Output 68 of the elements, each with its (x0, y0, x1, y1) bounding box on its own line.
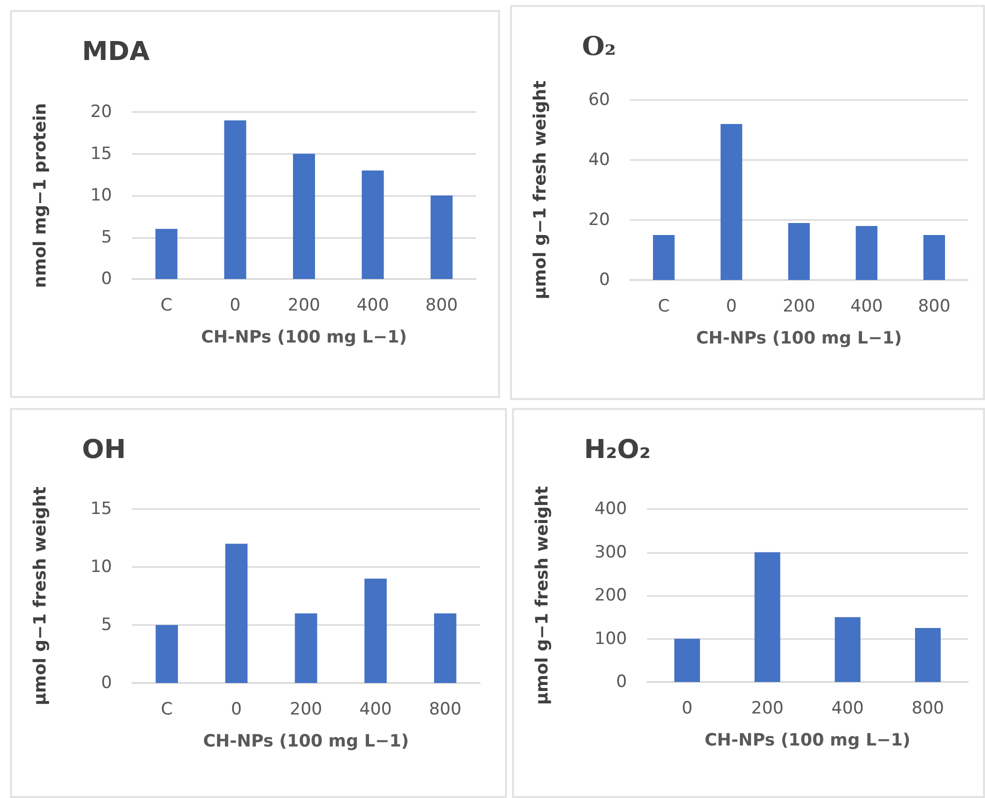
y-tick-label: 10 (90, 557, 112, 577)
x-tick-label: 0 (230, 296, 241, 316)
bar (225, 544, 248, 683)
x-axis-title: CH-NPs (100 mg L−1) (704, 730, 910, 750)
x-tick-label: 0 (682, 698, 693, 718)
chart-title: MDA (82, 37, 150, 67)
y-tick-label: 0 (599, 270, 610, 290)
bar (674, 638, 700, 682)
y-tick-label: 200 (594, 586, 627, 606)
y-tick-label: 5 (101, 615, 112, 635)
x-axis-title: CH-NPs (100 mg L−1) (203, 732, 409, 752)
x-tick-label: 400 (831, 698, 864, 718)
x-tick-label: C (160, 700, 173, 720)
x-tick-label: 400 (850, 296, 883, 316)
x-tick-label: 800 (428, 700, 462, 720)
y-tick-label: 0 (616, 672, 627, 692)
y-tick-label: 5 (101, 227, 112, 248)
x-axis-title: CH-NPs (100 mg L−1) (201, 328, 407, 348)
chart-title: O₂ (582, 32, 616, 62)
x-tick-label: 200 (290, 700, 322, 720)
x-tick-label: 400 (356, 296, 390, 316)
bar (292, 154, 316, 279)
x-tick-label: 200 (782, 296, 816, 316)
y-tick-label: 400 (594, 499, 627, 519)
y-axis-title: µmol g−1 fresh weight (532, 486, 552, 705)
x-tick-label: 800 (918, 296, 950, 316)
x-tick-label: 200 (288, 296, 320, 316)
bar (788, 223, 810, 280)
x-tick-label: 400 (359, 700, 392, 720)
y-tick-label: 15 (90, 144, 112, 164)
bar (856, 226, 878, 280)
bar (156, 625, 178, 683)
y-tick-label: 300 (594, 542, 627, 562)
x-tick-label: 0 (726, 296, 737, 316)
y-axis-title: µmol g−1 fresh weight (30, 486, 50, 706)
chart-title: OH (82, 435, 126, 465)
y-tick-label: 20 (588, 210, 610, 230)
y-axis-title: µmol g−1 fresh weight (530, 80, 550, 300)
bar (652, 235, 675, 280)
y-tick-label: 0 (101, 269, 112, 289)
bar (155, 228, 178, 279)
y-axis-title: nmol mg−1 protein (30, 103, 50, 288)
y-tick-label: 15 (90, 499, 112, 519)
y-tick-label: 0 (101, 673, 112, 693)
x-tick-label: 0 (230, 700, 242, 720)
y-tick-label: 10 (90, 186, 112, 206)
bar (720, 124, 742, 280)
x-tick-label: C (658, 296, 670, 316)
x-tick-label: 200 (751, 698, 784, 718)
y-tick-label: 20 (90, 102, 112, 122)
bar (362, 170, 384, 279)
bar (915, 628, 941, 682)
x-tick-label: 800 (425, 296, 458, 316)
y-tick-label: 40 (588, 150, 610, 170)
y-tick-label: 60 (588, 90, 610, 110)
bar (364, 578, 387, 683)
x-axis-title: CH-NPs (100 mg L−1) (696, 328, 902, 348)
bar (434, 613, 456, 683)
y-tick-label: 100 (594, 628, 627, 649)
bar (224, 120, 246, 279)
x-tick-label: 800 (912, 698, 944, 718)
bar (923, 235, 946, 280)
x-tick-label: C (160, 296, 172, 316)
bar (294, 613, 318, 683)
chart-title: H₂O₂ (584, 435, 651, 465)
bar (754, 552, 780, 682)
bar (834, 617, 860, 682)
bar (430, 196, 453, 279)
